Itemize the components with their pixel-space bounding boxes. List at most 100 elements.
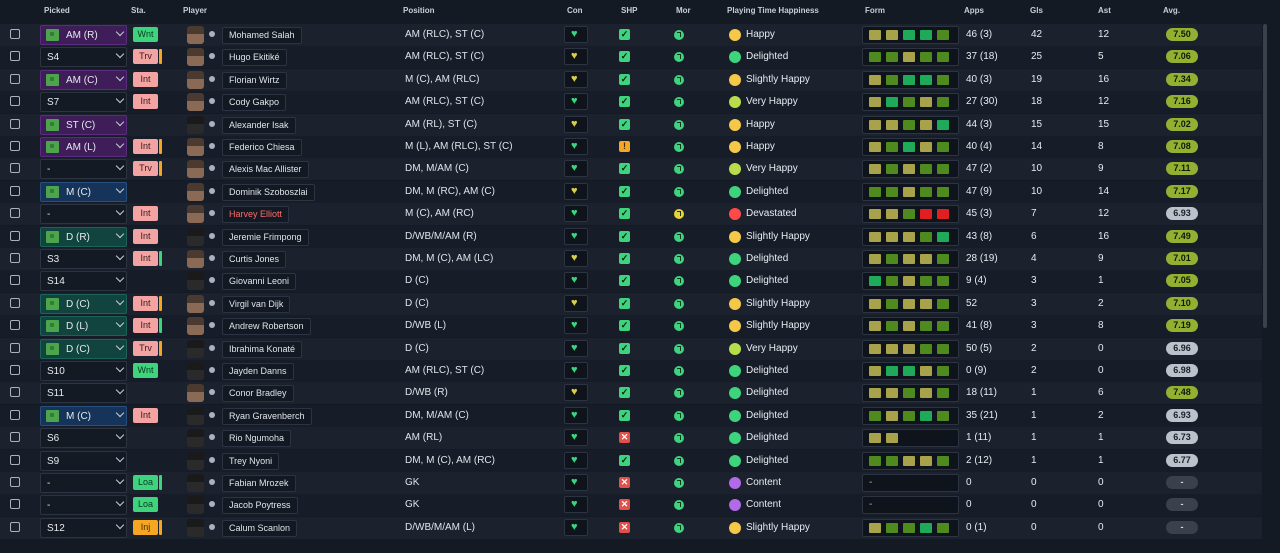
table-row[interactable]: S4 Trv Hugo Ekitiké AM (RLC), ST (C) ♥ ✓ Delig…	[0, 46, 1262, 69]
player-name[interactable]: Florian Wirtz	[222, 71, 287, 89]
picked-dropdown[interactable]: S7	[40, 92, 127, 113]
table-row[interactable]: AM (L) Int Federico Chiesa M (L), AM (RLC),…	[0, 136, 1262, 158]
table-row[interactable]: S14 Giovanni Leoni D (C) ♥ ✓ Delighted 9 (4) 3 1…	[0, 270, 1262, 293]
picked-dropdown[interactable]: M (C)	[40, 405, 127, 426]
picked-dropdown[interactable]: -	[40, 159, 127, 180]
row-checkbox[interactable]	[10, 185, 20, 196]
table-row[interactable]: - Int Harvey Elliott M (C), AM (RC) ♥ ✓ Devast…	[0, 203, 1262, 226]
row-checkbox[interactable]	[10, 342, 20, 353]
row-checkbox[interactable]	[10, 409, 20, 420]
picked-dropdown[interactable]: D (C)	[40, 293, 127, 314]
picked-dropdown[interactable]: AM (L)	[40, 137, 127, 157]
row-checkbox[interactable]	[10, 141, 20, 151]
player-name[interactable]: Fabian Mrozek	[222, 475, 296, 492]
picked-dropdown[interactable]: D (C)	[40, 338, 127, 359]
picked-dropdown[interactable]: S9	[40, 450, 127, 471]
col-player[interactable]: Player	[183, 6, 208, 15]
col-condition[interactable]: Con	[567, 6, 583, 15]
row-checkbox[interactable]	[10, 253, 20, 263]
col-assists[interactable]: Ast	[1098, 6, 1111, 15]
status-badge[interactable]: Int	[133, 407, 158, 423]
player-name[interactable]: Curtis Jones	[222, 251, 287, 268]
table-row[interactable]: S6 Rio Ngumoha AM (RL) ♥ ✕ Delighted 1 (11) 1 1 6…	[0, 427, 1262, 450]
picked-dropdown[interactable]: S3	[40, 249, 127, 269]
table-row[interactable]: - Trv Alexis Mac Allister DM, M/AM (C) ♥ ✓ Ver…	[0, 158, 1262, 181]
row-checkbox[interactable]	[10, 73, 20, 84]
player-name[interactable]: Dominik Szoboszlai	[222, 183, 315, 201]
status-badge[interactable]: Int	[133, 251, 158, 266]
col-happiness[interactable]: Playing Time Happiness	[727, 6, 819, 15]
picked-dropdown[interactable]: -	[40, 204, 127, 225]
status-badge[interactable]: Int	[133, 206, 158, 222]
picked-dropdown[interactable]: AM (R)	[40, 25, 127, 45]
status-badge[interactable]: Loa	[133, 497, 158, 513]
table-row[interactable]: D (C) Int Virgil van Dijk D (C) ♥ ✓ Slightly H…	[0, 292, 1262, 315]
player-name[interactable]: Jeremie Frimpong	[222, 228, 309, 246]
picked-dropdown[interactable]: AM (C)	[40, 69, 127, 90]
table-row[interactable]: S11 Conor Bradley D/WB (R) ♥ ✓ Delighted 18 (1…	[0, 382, 1262, 405]
picked-dropdown[interactable]: S4	[40, 47, 127, 68]
player-name[interactable]: Cody Gakpo	[222, 94, 287, 112]
status-badge[interactable]: Wnt	[133, 27, 158, 42]
player-name[interactable]: Jacob Poytress	[222, 497, 298, 515]
col-position[interactable]: Position	[403, 6, 435, 15]
player-name[interactable]: Hugo Ekitiké	[222, 49, 287, 67]
status-badge[interactable]: Int	[133, 94, 158, 110]
row-checkbox[interactable]	[10, 477, 20, 487]
status-badge[interactable]: Loa	[133, 475, 158, 490]
col-shp[interactable]: SHP	[621, 6, 638, 15]
col-picked[interactable]: Picked	[44, 6, 70, 15]
player-name[interactable]: Virgil van Dijk	[222, 295, 291, 313]
row-checkbox[interactable]	[10, 208, 20, 219]
row-checkbox[interactable]	[10, 320, 20, 331]
status-badge[interactable]: Trv	[133, 49, 158, 65]
status-badge[interactable]: Wnt	[133, 363, 158, 378]
picked-dropdown[interactable]: S10	[40, 361, 127, 381]
row-checkbox[interactable]	[10, 96, 20, 107]
status-badge[interactable]: Inj	[133, 519, 158, 535]
status-badge[interactable]: Int	[133, 318, 158, 334]
picked-dropdown[interactable]: S6	[40, 428, 127, 449]
player-name[interactable]: Federico Chiesa	[222, 139, 302, 156]
status-badge[interactable]: Trv	[133, 340, 158, 356]
status-badge[interactable]: Int	[133, 228, 158, 244]
row-checkbox[interactable]	[10, 432, 20, 443]
status-badge[interactable]: Trv	[133, 161, 158, 177]
row-checkbox[interactable]	[10, 230, 20, 241]
row-checkbox[interactable]	[10, 521, 20, 532]
player-name[interactable]: Jayden Danns	[222, 363, 294, 380]
status-badge[interactable]: Int	[133, 71, 158, 87]
table-row[interactable]: S3 Int Curtis Jones DM, M (C), AM (LC) ♥ ✓ Del…	[0, 248, 1262, 270]
picked-dropdown[interactable]: D (L)	[40, 316, 127, 337]
row-checkbox[interactable]	[10, 454, 20, 465]
table-row[interactable]: S10 Wnt Jayden Danns AM (RLC), ST (C) ♥ ✓ Deli…	[0, 360, 1262, 382]
picked-dropdown[interactable]: -	[40, 473, 127, 493]
player-name[interactable]: Mohamed Salah	[222, 27, 302, 44]
table-row[interactable]: S7 Int Cody Gakpo AM (RLC), ST (C) ♥ ✓ Very Ha…	[0, 91, 1262, 114]
row-checkbox[interactable]	[10, 163, 20, 174]
table-row[interactable]: D (C) Trv Ibrahima Konaté D (C) ♥ ✓ Very Happy…	[0, 337, 1262, 360]
picked-dropdown[interactable]: S14	[40, 271, 127, 292]
picked-dropdown[interactable]: -	[40, 495, 127, 516]
picked-dropdown[interactable]: ST (C)	[40, 114, 127, 135]
status-badge[interactable]: Int	[133, 295, 158, 311]
col-status[interactable]: Sta.	[131, 6, 146, 15]
row-checkbox[interactable]	[10, 387, 20, 398]
table-row[interactable]: S9 Trey Nyoni DM, M (C), AM (RC) ♥ ✓ Delighte…	[0, 449, 1262, 472]
row-checkbox[interactable]	[10, 275, 20, 286]
vertical-scrollbar[interactable]	[1263, 24, 1267, 328]
table-row[interactable]: D (L) Int Andrew Robertson D/WB (L) ♥ ✓ Slight…	[0, 315, 1262, 338]
player-name[interactable]: Alexander Isak	[222, 116, 296, 134]
col-morale[interactable]: Mor	[676, 6, 691, 15]
table-row[interactable]: AM (R) Wnt Mohamed Salah AM (RLC), ST (C) ♥ ✓…	[0, 24, 1262, 46]
table-row[interactable]: M (C) Int Ryan Gravenberch DM, M/AM (C) ♥ ✓ De…	[0, 404, 1262, 427]
player-name[interactable]: Rio Ngumoha	[222, 430, 292, 448]
row-checkbox[interactable]	[10, 51, 20, 62]
row-checkbox[interactable]	[10, 297, 20, 308]
table-row[interactable]: - Loa Fabian Mrozek GK ♥ ✕ Content - 0 0 0 -	[0, 472, 1262, 494]
player-name[interactable]: Trey Nyoni	[222, 452, 280, 470]
row-checkbox[interactable]	[10, 118, 20, 129]
col-average[interactable]: Avg.	[1163, 6, 1181, 15]
player-name[interactable]: Calum Scanlon	[222, 519, 298, 537]
picked-dropdown[interactable]: D (R)	[40, 226, 127, 247]
